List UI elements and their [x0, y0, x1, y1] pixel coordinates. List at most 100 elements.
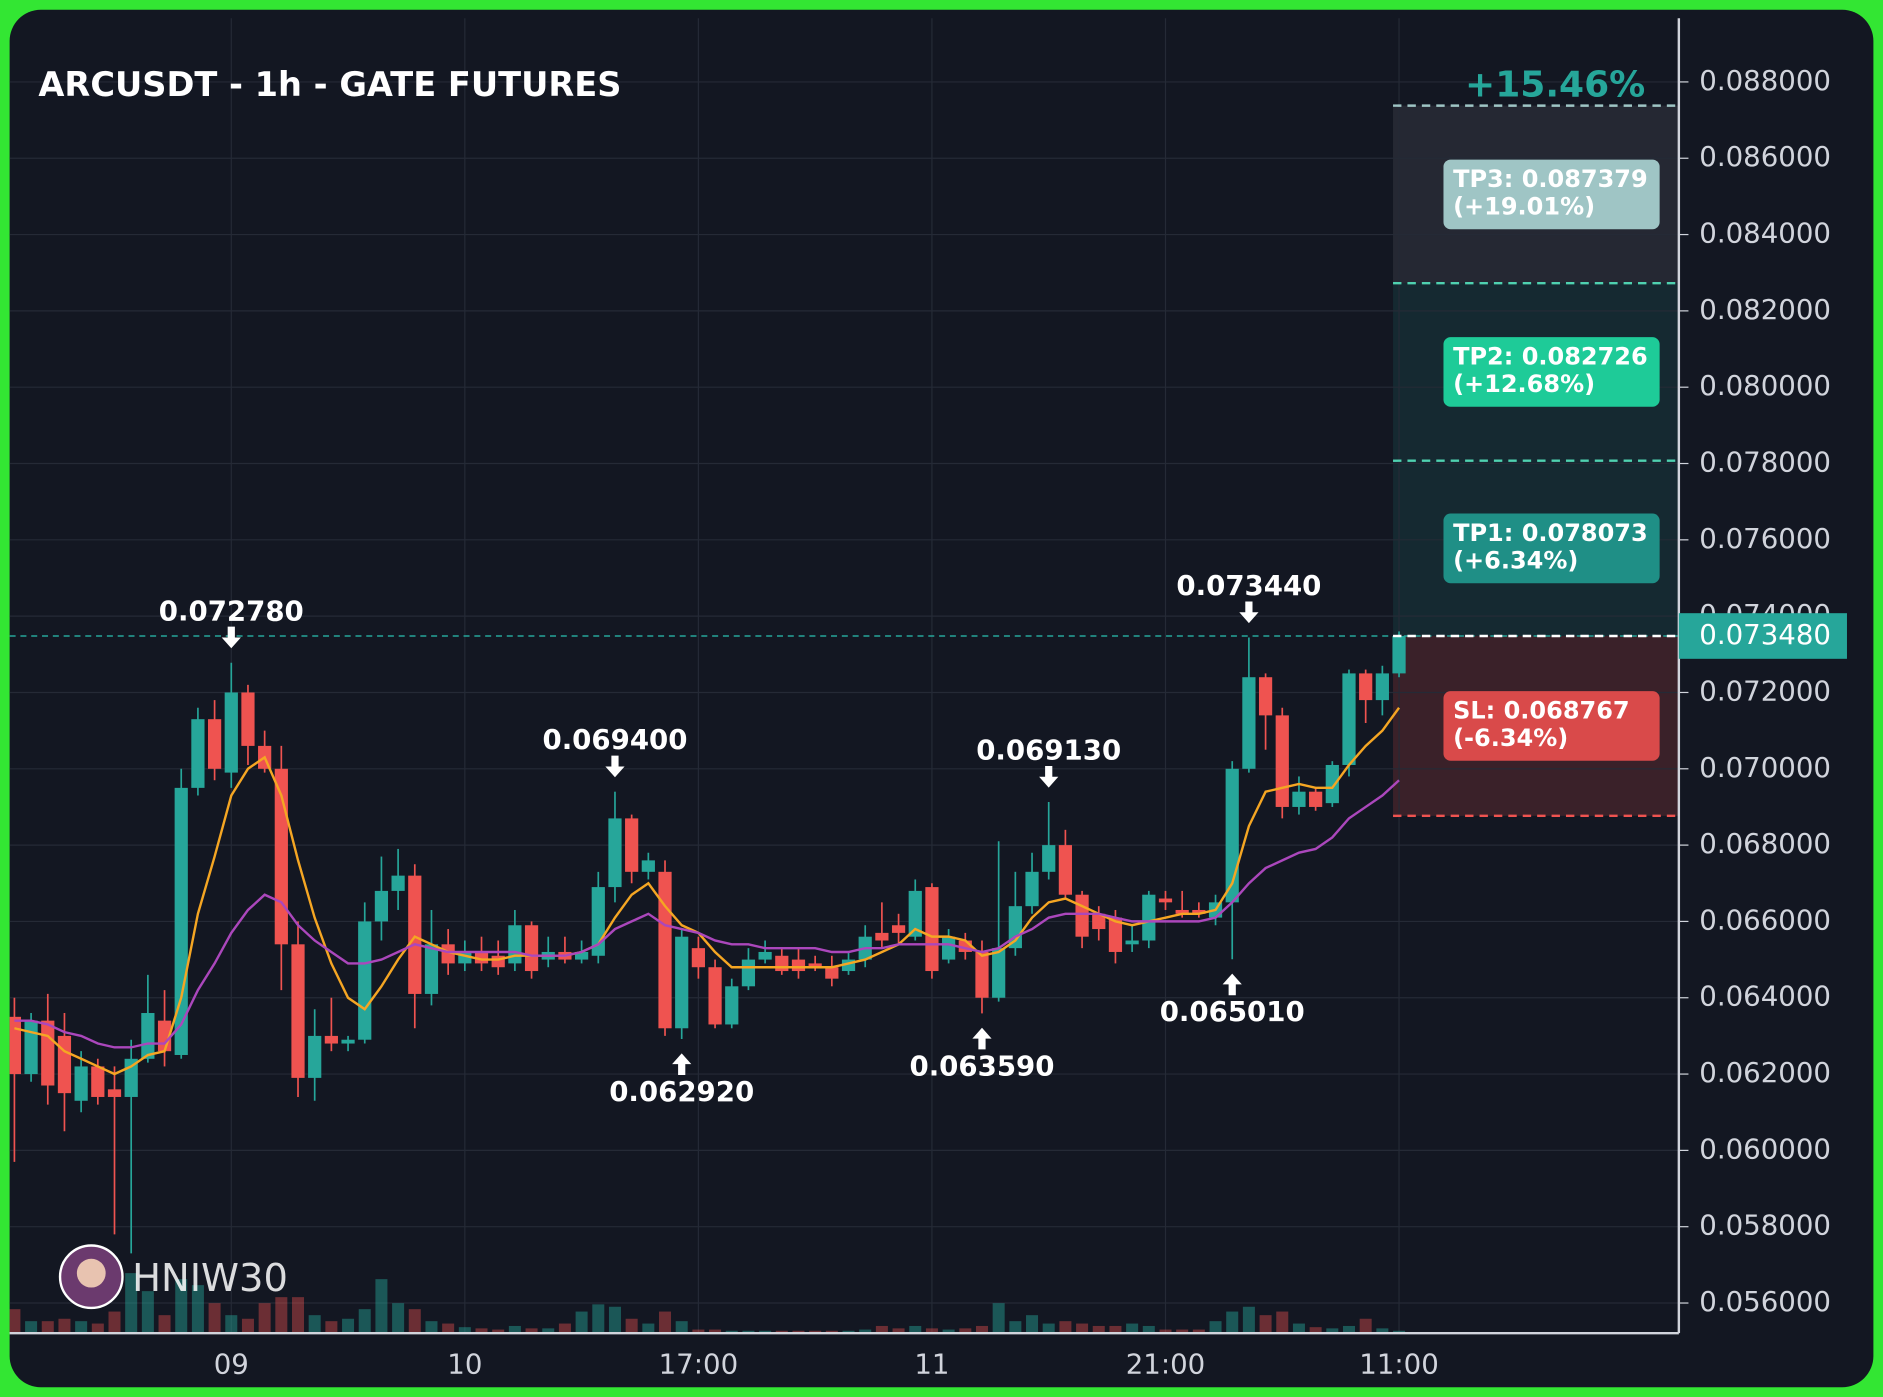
candle-body — [1092, 913, 1106, 930]
candle-body — [308, 1035, 322, 1078]
candle-body — [741, 959, 756, 987]
y-tick-label: 0.068000 — [1699, 827, 1831, 860]
volume-bar — [9, 1309, 21, 1334]
candle-body — [9, 1016, 22, 1075]
plot-area — [9, 631, 1679, 1334]
candle-body — [1192, 909, 1206, 914]
candle-body — [1359, 673, 1373, 701]
y-tick-label: 0.062000 — [1699, 1056, 1831, 1089]
volume-bar — [342, 1318, 355, 1334]
volume-bar — [608, 1306, 621, 1334]
y-tick-label: 0.076000 — [1699, 522, 1831, 555]
high-arrow — [605, 755, 625, 778]
y-tick-label: 0.088000 — [1699, 64, 1831, 97]
volume-bar — [425, 1321, 438, 1334]
volume-bar — [392, 1303, 405, 1334]
candle-body — [408, 875, 422, 994]
candle-body — [107, 1089, 122, 1097]
high-label: 0.069130 — [976, 734, 1121, 767]
y-tick-label: 0.072000 — [1699, 674, 1831, 707]
candle-body — [1158, 898, 1173, 903]
stop-label: (-6.34%) — [1453, 724, 1568, 752]
volume-bar — [458, 1327, 471, 1334]
volume-bar — [1009, 1321, 1022, 1334]
low-arrow — [972, 1027, 992, 1050]
volume-bar — [675, 1321, 688, 1334]
candle-body — [474, 951, 489, 964]
moving-average-line — [14, 707, 1401, 1076]
candle-body — [41, 1020, 55, 1086]
candle-body — [458, 951, 472, 964]
volume-bar — [892, 1328, 905, 1334]
volume-bar — [592, 1304, 605, 1334]
volume-bar — [108, 1311, 121, 1334]
candle-body — [575, 951, 589, 960]
target-label-box — [1443, 159, 1660, 230]
volume-bar — [709, 1329, 722, 1334]
y-tick-label: 0.082000 — [1699, 293, 1831, 326]
low-label: 0.063590 — [909, 1049, 1054, 1082]
volume-bar — [975, 1325, 988, 1334]
overlay: TP3: 0.087379(+19.01%) TP2: 0.082726(+12.… — [9, 18, 1847, 1335]
volume-bar — [1142, 1325, 1155, 1334]
volume-bar — [408, 1309, 421, 1334]
volume-bar — [41, 1321, 54, 1334]
moving-average-line — [14, 779, 1400, 1049]
candle-body — [1175, 909, 1189, 914]
candle-body — [1075, 894, 1089, 937]
volume-bar — [175, 1279, 188, 1334]
candle-body — [1309, 791, 1323, 807]
volume-bar — [258, 1303, 271, 1334]
candle-body — [291, 944, 305, 1078]
candle-body — [675, 936, 689, 1029]
x-tick-label: 17:00 — [659, 1348, 739, 1381]
volume-bar — [492, 1329, 505, 1334]
volume-bar — [1109, 1325, 1122, 1334]
volume-bar — [859, 1329, 872, 1334]
candle-body — [891, 925, 906, 933]
last-price-box — [1678, 613, 1847, 659]
x-tick-label: 21:00 — [1126, 1348, 1206, 1381]
volume-bar — [1292, 1323, 1305, 1334]
volume-bar — [1159, 1329, 1172, 1334]
candle-body — [424, 944, 439, 994]
target-label-box — [1443, 337, 1660, 407]
candle-body — [141, 1013, 155, 1059]
candle-body — [641, 860, 655, 872]
candle-body — [57, 1035, 72, 1094]
volume-bar — [1276, 1311, 1289, 1334]
candle-body — [1025, 871, 1039, 907]
candle-body — [1392, 635, 1406, 674]
y-tick-label: 0.070000 — [1699, 751, 1831, 784]
candle-body — [207, 719, 222, 769]
candle-body — [1242, 677, 1256, 769]
volume-bar — [292, 1297, 305, 1334]
stop-label-box — [1443, 691, 1660, 761]
low-label: 0.062920 — [609, 1075, 754, 1108]
y-tick-label: 0.058000 — [1699, 1209, 1831, 1242]
y-tick-label: 0.060000 — [1699, 1132, 1831, 1165]
x-tick-label: 09 — [214, 1348, 249, 1381]
candle-body — [524, 925, 539, 972]
volume-bar — [141, 1291, 154, 1334]
watermark-avatar-face — [76, 1258, 106, 1288]
volume-bar — [1176, 1329, 1189, 1334]
volume-bar — [1359, 1318, 1372, 1334]
target-label: TP3: 0.087379 — [1453, 165, 1648, 193]
volume-bar — [1342, 1325, 1355, 1334]
candle-body — [875, 932, 889, 941]
candle-body — [1142, 894, 1156, 941]
low-arrow — [672, 1053, 692, 1075]
volume-bar — [25, 1321, 38, 1334]
volume-bar — [1309, 1327, 1322, 1334]
target-label: (+6.34%) — [1453, 547, 1578, 575]
volume-bar — [91, 1323, 104, 1334]
y-tick-label: 0.066000 — [1699, 903, 1831, 936]
candle-body — [808, 963, 822, 968]
target-label: (+19.01%) — [1453, 193, 1595, 221]
volume-bar — [1326, 1328, 1339, 1334]
volume-bar — [942, 1329, 955, 1334]
candle-body — [1342, 673, 1356, 765]
candle-body — [975, 951, 989, 998]
